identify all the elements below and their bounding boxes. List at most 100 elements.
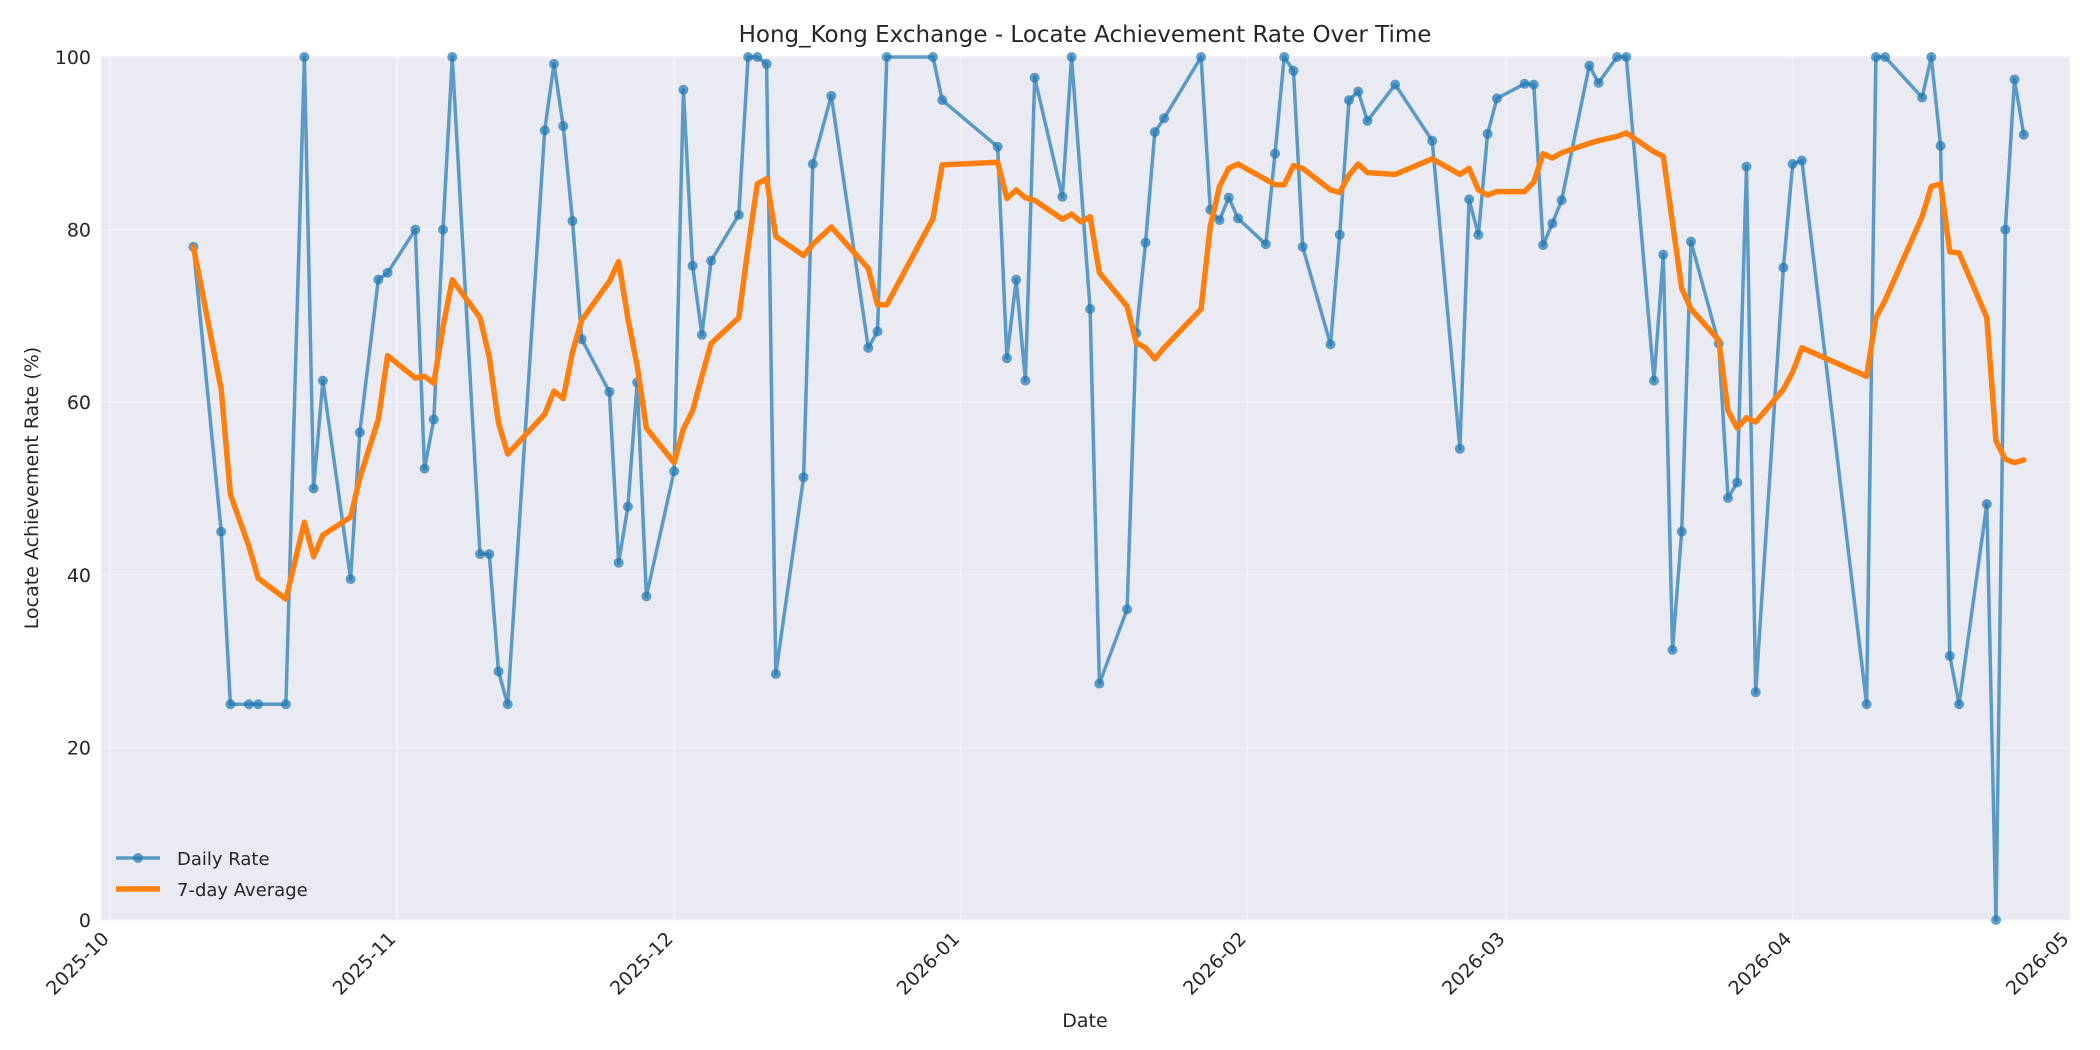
data-point-daily-rate bbox=[1353, 86, 1364, 97]
data-point-daily-rate bbox=[447, 52, 458, 62]
data-point-daily-rate bbox=[1778, 262, 1789, 273]
data-point-daily-rate bbox=[1676, 526, 1687, 537]
data-point-daily-rate bbox=[770, 669, 781, 680]
data-point-daily-rate bbox=[863, 342, 874, 353]
data-point-daily-rate bbox=[761, 58, 772, 69]
data-point-daily-rate bbox=[308, 483, 319, 494]
data-point-daily-rate bbox=[1297, 241, 1308, 252]
data-point-daily-rate bbox=[669, 466, 680, 477]
data-point-daily-rate bbox=[1454, 443, 1465, 454]
data-point-daily-rate bbox=[1334, 229, 1345, 240]
data-point-daily-rate bbox=[1547, 218, 1558, 229]
data-point-daily-rate bbox=[1122, 604, 1133, 615]
data-point-daily-rate bbox=[1214, 215, 1225, 226]
data-point-daily-rate bbox=[1464, 194, 1475, 205]
data-point-daily-rate bbox=[1658, 249, 1669, 260]
data-point-daily-rate bbox=[1741, 161, 1752, 172]
data-point-daily-rate bbox=[567, 215, 578, 226]
data-point-daily-rate bbox=[475, 549, 486, 560]
y-tick-label: 100 bbox=[55, 47, 91, 69]
data-point-daily-rate bbox=[826, 90, 837, 101]
data-point-daily-rate bbox=[1270, 148, 1281, 159]
data-point-daily-rate bbox=[807, 159, 818, 170]
data-point-daily-rate bbox=[1288, 65, 1299, 76]
data-point-daily-rate bbox=[1011, 274, 1022, 285]
data-point-daily-rate bbox=[687, 260, 698, 271]
y-tick-label: 80 bbox=[67, 220, 91, 242]
data-point-daily-rate bbox=[1944, 650, 1955, 661]
legend-label-daily-rate: Daily Rate bbox=[177, 849, 270, 870]
data-point-daily-rate bbox=[1427, 135, 1438, 146]
data-point-daily-rate bbox=[743, 52, 754, 62]
data-point-daily-rate bbox=[280, 699, 291, 710]
data-point-daily-rate bbox=[1491, 93, 1502, 104]
data-point-daily-rate bbox=[1279, 52, 1290, 62]
data-point-daily-rate bbox=[2018, 129, 2029, 140]
data-point-daily-rate bbox=[216, 526, 227, 537]
data-point-daily-rate bbox=[641, 591, 652, 602]
data-point-daily-rate bbox=[558, 121, 569, 132]
data-point-daily-rate bbox=[2009, 74, 2020, 85]
data-point-daily-rate bbox=[1584, 60, 1595, 71]
data-point-daily-rate bbox=[1991, 915, 2002, 925]
data-point-daily-rate bbox=[1362, 115, 1373, 126]
data-point-daily-rate bbox=[539, 125, 550, 136]
data-point-daily-rate bbox=[1870, 52, 1881, 62]
data-point-daily-rate bbox=[1085, 303, 1096, 314]
data-point-daily-rate bbox=[1528, 79, 1539, 90]
data-point-daily-rate bbox=[345, 574, 356, 585]
plot-area bbox=[101, 57, 2070, 920]
data-point-daily-rate bbox=[1140, 237, 1151, 248]
x-axis-label: Date bbox=[1062, 1010, 1107, 1032]
data-point-daily-rate bbox=[548, 58, 559, 69]
data-point-daily-rate bbox=[872, 326, 883, 337]
data-point-daily-rate bbox=[382, 267, 393, 278]
data-point-daily-rate bbox=[1473, 229, 1484, 240]
data-point-daily-rate bbox=[1066, 52, 1077, 62]
data-point-daily-rate bbox=[1621, 52, 1632, 62]
data-point-daily-rate bbox=[493, 666, 504, 677]
data-point-daily-rate bbox=[1796, 155, 1807, 166]
data-point-daily-rate bbox=[696, 329, 707, 340]
data-point-daily-rate bbox=[937, 95, 948, 106]
data-point-daily-rate bbox=[1196, 52, 1207, 62]
data-point-daily-rate bbox=[613, 557, 624, 568]
data-point-daily-rate bbox=[1935, 140, 1946, 151]
data-point-daily-rate bbox=[1260, 239, 1271, 250]
data-point-daily-rate bbox=[1926, 52, 1937, 62]
data-point-daily-rate bbox=[752, 52, 763, 62]
data-point-daily-rate bbox=[1223, 192, 1234, 203]
y-tick-label: 40 bbox=[67, 565, 91, 587]
data-point-daily-rate bbox=[927, 52, 938, 62]
legend: Daily Rate 7-day Average bbox=[116, 849, 308, 901]
data-point-daily-rate bbox=[1732, 477, 1743, 488]
data-point-daily-rate bbox=[2000, 224, 2011, 235]
data-point-daily-rate bbox=[1954, 699, 1965, 710]
data-point-daily-rate bbox=[1593, 77, 1604, 88]
data-point-daily-rate bbox=[1233, 213, 1244, 224]
data-point-daily-rate bbox=[1649, 375, 1660, 386]
data-point-daily-rate bbox=[1519, 78, 1530, 89]
data-point-daily-rate bbox=[1149, 127, 1160, 138]
data-point-daily-rate bbox=[1861, 699, 1872, 710]
data-point-daily-rate bbox=[1001, 353, 1012, 364]
data-point-daily-rate bbox=[1094, 678, 1105, 689]
series-line-7-day-average bbox=[190, 130, 2027, 602]
data-point-daily-rate bbox=[1787, 159, 1798, 170]
data-point-daily-rate bbox=[354, 427, 365, 438]
data-point-daily-rate bbox=[992, 141, 1003, 152]
y-axis-label: Locate Achievement Rate (%) bbox=[21, 347, 43, 629]
data-point-daily-rate bbox=[1917, 92, 1928, 103]
data-point-daily-rate bbox=[428, 414, 439, 425]
data-point-daily-rate bbox=[1057, 191, 1068, 202]
data-point-daily-rate bbox=[1343, 95, 1354, 106]
data-point-daily-rate bbox=[1325, 339, 1336, 350]
data-point-daily-rate bbox=[225, 699, 236, 710]
data-point-daily-rate bbox=[299, 52, 310, 62]
data-point-daily-rate bbox=[706, 255, 717, 266]
chart-title: Hong_Kong Exchange - Locate Achievement … bbox=[739, 22, 1432, 48]
data-point-daily-rate bbox=[1667, 644, 1678, 655]
data-point-daily-rate bbox=[410, 224, 421, 235]
data-point-daily-rate bbox=[419, 463, 430, 474]
